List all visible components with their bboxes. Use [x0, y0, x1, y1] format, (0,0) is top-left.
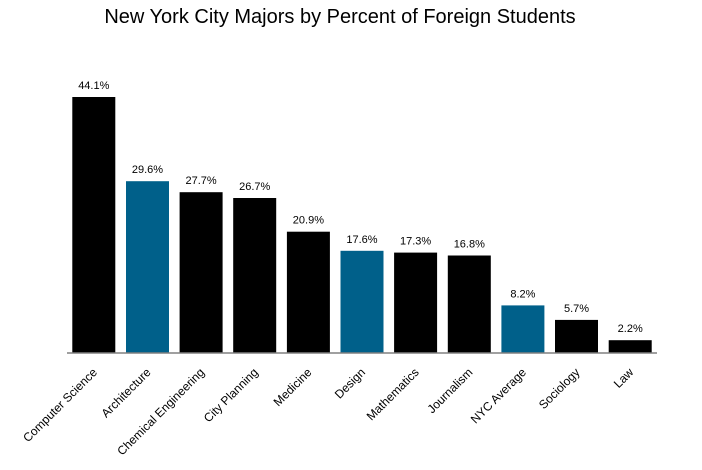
- x-tick-label-law: Law: [611, 365, 637, 391]
- bar-law: [608, 340, 652, 353]
- data-label-nyc-average: 8.2%: [510, 288, 535, 300]
- x-tick-label-architecture: Architecture: [98, 365, 153, 420]
- data-label-journalism: 16.8%: [454, 239, 485, 251]
- bar-journalism: [447, 255, 491, 353]
- data-label-design: 17.6%: [346, 234, 377, 246]
- data-label-city-planning: 26.7%: [239, 181, 270, 193]
- chart-title: New York City Majors by Percent of Forei…: [104, 6, 576, 28]
- x-tick-label-computer-science: Computer Science: [20, 365, 100, 445]
- data-label-mathematics: 17.3%: [400, 236, 431, 248]
- x-tick-label-medicine: Medicine: [271, 365, 315, 409]
- x-tick-label-chemical-engineering: Chemical Engineering: [114, 365, 207, 458]
- bar-architecture: [126, 181, 169, 353]
- data-label-chemical-engineering: 27.7%: [185, 175, 216, 187]
- bar-medicine: [286, 231, 330, 353]
- bar-chemical-engineering: [179, 192, 223, 353]
- bar-mathematics: [394, 252, 438, 353]
- x-tick-label-city-planning: City Planning: [201, 365, 261, 425]
- x-tick-label-sociology: Sociology: [536, 365, 583, 412]
- bar-nyc-average: [501, 305, 545, 353]
- x-tick-label-mathematics: Mathematics: [364, 365, 422, 423]
- data-label-architecture: 29.6%: [132, 164, 163, 176]
- x-tick-label-nyc-average: NYC Average: [468, 365, 529, 426]
- bar-sociology: [555, 319, 598, 353]
- bar-computer-science: [72, 97, 116, 353]
- data-label-computer-science: 44.1%: [78, 80, 109, 92]
- bar-city-planning: [233, 198, 277, 353]
- x-tick-label-journalism: Journalism: [424, 365, 475, 416]
- bar-design: [340, 250, 384, 353]
- data-label-medicine: 20.9%: [293, 215, 324, 227]
- x-tick-label-design: Design: [332, 365, 368, 401]
- data-label-sociology: 5.7%: [564, 303, 589, 315]
- data-label-law: 2.2%: [618, 323, 643, 335]
